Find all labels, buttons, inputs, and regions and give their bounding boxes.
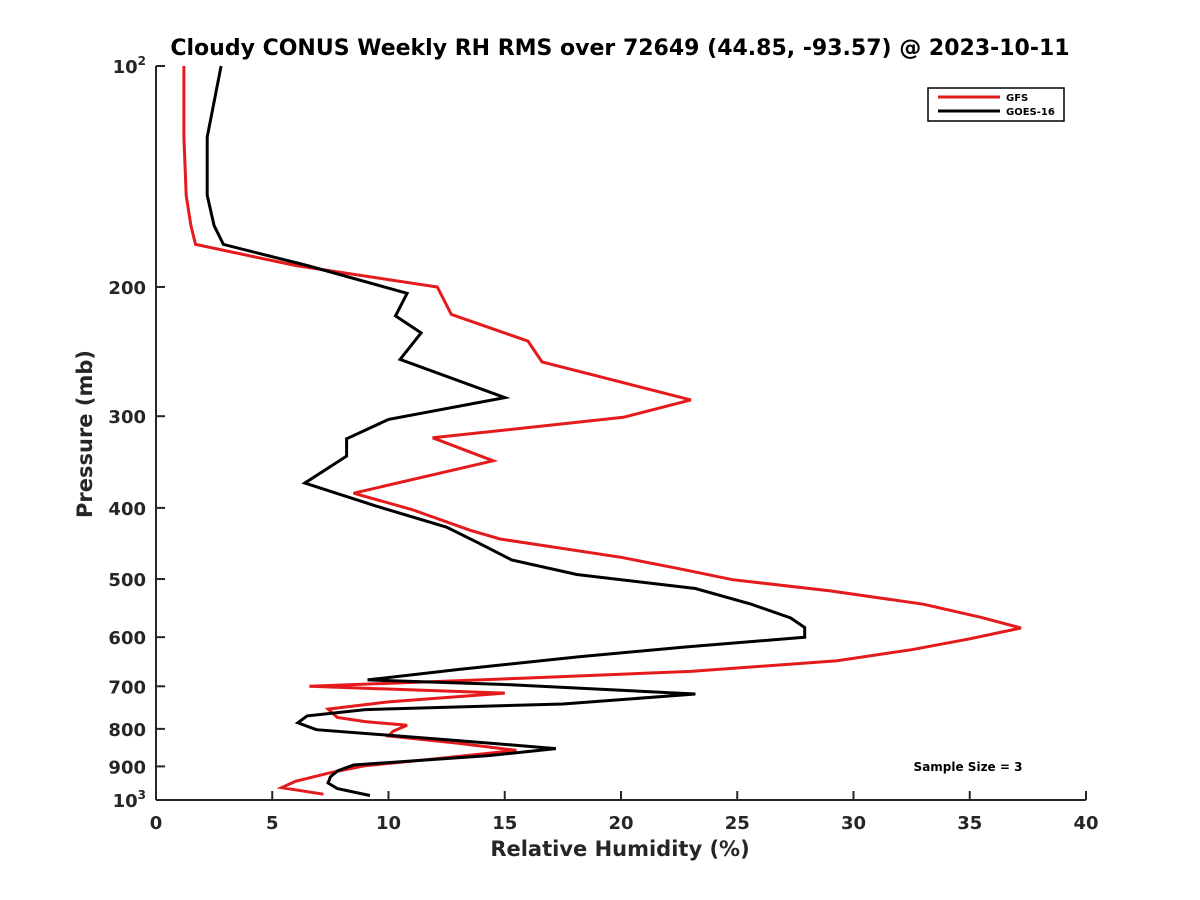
legend-label: GFS [1006, 93, 1028, 104]
y-tick-label: 103 [113, 788, 146, 812]
y-tick-label: 600 [108, 628, 146, 649]
legend: GFS GOES-16 [927, 87, 1065, 122]
y-tick-label: 300 [108, 407, 146, 428]
y-tick-label: 400 [108, 499, 146, 520]
y-axis-label: Pressure (mb) [73, 350, 97, 518]
x-tick-label: 5 [266, 813, 279, 834]
axes-layer: 0 5 10 15 20 25 30 35 40 102 200 300 400 500 600 700 800… [108, 54, 1098, 834]
y-tick-label: 102 [113, 54, 146, 78]
y-tick-label: 700 [108, 677, 146, 698]
x-tick-label: 10 [376, 813, 401, 834]
y-tick-label: 900 [108, 757, 146, 778]
y-tick-label: 800 [108, 720, 146, 741]
legend-label: GOES-16 [1006, 107, 1055, 118]
plot-area: 0 5 10 15 20 25 30 35 40 102 200 300 400 500 600 700 800… [108, 54, 1098, 834]
y-tick-label: 200 [108, 278, 146, 299]
series-layer [182, 65, 1022, 797]
x-axis-label: Relative Humidity (%) [490, 837, 749, 861]
x-tick-label: 25 [725, 813, 750, 834]
y-tick-label: 500 [108, 570, 146, 591]
chart-title: Cloudy CONUS Weekly RH RMS over 72649 (4… [170, 36, 1069, 61]
x-tick-label: 20 [608, 813, 633, 834]
legend-box [927, 87, 1065, 122]
series-line-goes-16 [205, 65, 807, 797]
x-tick-label: 15 [492, 813, 517, 834]
sample-size-annotation: Sample Size = 3 [914, 760, 1023, 774]
x-tick-label: 35 [957, 813, 982, 834]
x-tick-label: 40 [1073, 813, 1098, 834]
x-tick-label: 30 [841, 813, 866, 834]
x-tick-label: 0 [150, 813, 163, 834]
